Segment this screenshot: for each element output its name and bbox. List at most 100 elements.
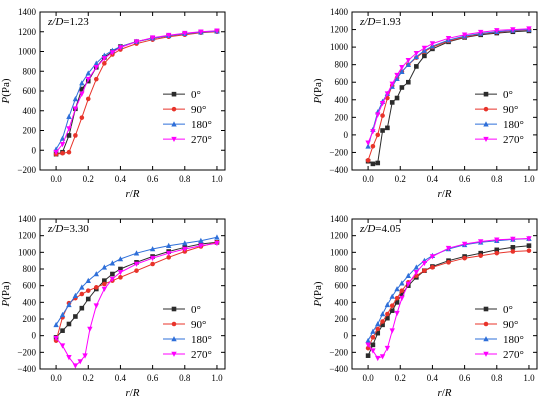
data-point bbox=[375, 132, 381, 138]
data-point bbox=[101, 56, 108, 62]
data-point bbox=[182, 240, 188, 246]
legend-marker bbox=[483, 351, 489, 357]
x-tick-label: 0.4 bbox=[427, 373, 439, 383]
legend-item: 90° bbox=[475, 319, 518, 331]
data-point bbox=[385, 311, 390, 317]
data-point bbox=[413, 270, 420, 276]
legend-marker bbox=[171, 306, 177, 312]
y-tick-label: 1400 bbox=[18, 7, 37, 17]
x-tick-label: 0.2 bbox=[83, 373, 94, 383]
legend-marker bbox=[483, 321, 489, 327]
x-tick-label: 0.2 bbox=[83, 174, 94, 184]
data-point bbox=[510, 249, 516, 254]
x-axis-label: r/R bbox=[437, 188, 451, 200]
data-point bbox=[380, 113, 385, 118]
series-line bbox=[55, 241, 218, 338]
data-point bbox=[85, 277, 91, 283]
data-point bbox=[384, 345, 391, 352]
x-tick-label: 0.6 bbox=[147, 174, 159, 184]
data-point bbox=[446, 260, 451, 265]
data-point bbox=[379, 100, 386, 107]
legend-label: 270° bbox=[503, 134, 524, 146]
x-tick-label: 0.0 bbox=[50, 174, 62, 184]
y-tick-label: 0 bbox=[344, 331, 349, 341]
data-point bbox=[79, 284, 85, 290]
legend-marker bbox=[483, 136, 489, 143]
data-point bbox=[422, 268, 427, 273]
data-point bbox=[375, 160, 381, 166]
legend-label: 180° bbox=[191, 119, 212, 131]
data-point bbox=[94, 285, 99, 290]
legend-item: 180° bbox=[163, 334, 212, 346]
data-point bbox=[66, 126, 72, 132]
data-point bbox=[370, 335, 376, 340]
plot-frame bbox=[39, 218, 226, 370]
y-tick-label: 800 bbox=[335, 60, 349, 70]
y-tick-label: 400 bbox=[335, 297, 349, 307]
data-point bbox=[405, 272, 412, 278]
x-tick-label: 1.0 bbox=[211, 174, 223, 184]
data-point bbox=[365, 158, 371, 163]
data-point bbox=[93, 60, 100, 66]
panel-annotation: z/D=1.23 bbox=[47, 16, 89, 28]
y-tick-label: 1000 bbox=[18, 247, 37, 257]
data-point bbox=[399, 291, 405, 297]
data-point bbox=[399, 65, 405, 71]
x-tick-label: 0.0 bbox=[362, 373, 374, 383]
data-point bbox=[389, 328, 395, 334]
data-point bbox=[59, 311, 66, 318]
y-tick-label: 1400 bbox=[330, 214, 349, 224]
data-point bbox=[526, 248, 532, 253]
y-tick-label: 800 bbox=[23, 66, 37, 76]
data-point bbox=[101, 264, 108, 270]
data-point bbox=[494, 28, 500, 34]
data-point bbox=[182, 30, 188, 37]
data-point bbox=[370, 129, 376, 135]
data-point bbox=[85, 76, 91, 83]
y-tick-label: −200 bbox=[329, 347, 348, 357]
data-point bbox=[66, 133, 72, 138]
y-tick-label: 200 bbox=[23, 314, 37, 324]
plot-frame bbox=[351, 11, 538, 171]
x-tick-label: 0.6 bbox=[459, 174, 471, 184]
data-point bbox=[102, 61, 107, 66]
y-tick-label: 0 bbox=[344, 130, 349, 140]
data-point bbox=[462, 255, 467, 261]
y-tick-label: 1200 bbox=[18, 231, 37, 241]
data-point bbox=[53, 149, 59, 156]
data-point bbox=[384, 91, 391, 97]
data-point bbox=[72, 292, 79, 298]
data-point bbox=[375, 355, 381, 362]
data-point bbox=[79, 115, 85, 120]
legend-item: 90° bbox=[163, 104, 206, 116]
data-point bbox=[73, 314, 78, 319]
data-point bbox=[165, 250, 172, 257]
data-point bbox=[405, 281, 412, 287]
data-point bbox=[102, 278, 107, 283]
data-point bbox=[77, 359, 83, 365]
data-point bbox=[198, 29, 204, 35]
data-point bbox=[413, 50, 420, 57]
data-point bbox=[461, 32, 468, 38]
data-point bbox=[389, 303, 395, 308]
chart-panel-3: 0.0 0.2 0.4 0.6 0.8 1.0 −400 −200 0 200 400 600 800 1… bbox=[0, 214, 226, 399]
data-point bbox=[430, 265, 435, 270]
data-point bbox=[87, 326, 93, 332]
x-axis-label: r/R bbox=[437, 387, 451, 399]
data-point bbox=[85, 96, 91, 102]
y-tick-label: 1000 bbox=[18, 47, 37, 57]
data-point bbox=[214, 240, 220, 247]
data-point bbox=[421, 260, 428, 267]
panel-annotation: z/D=1.93 bbox=[359, 16, 401, 28]
legend-label: 180° bbox=[191, 334, 212, 346]
data-point bbox=[510, 27, 516, 33]
data-point bbox=[406, 79, 411, 85]
y-tick-label: 1400 bbox=[330, 7, 349, 17]
data-point bbox=[389, 293, 395, 299]
data-point bbox=[117, 256, 124, 262]
data-point bbox=[72, 363, 79, 369]
legend-item: 90° bbox=[163, 319, 206, 331]
legend-item: 180° bbox=[163, 119, 212, 131]
x-tick-label: 0.8 bbox=[179, 373, 191, 383]
data-point bbox=[370, 328, 376, 334]
